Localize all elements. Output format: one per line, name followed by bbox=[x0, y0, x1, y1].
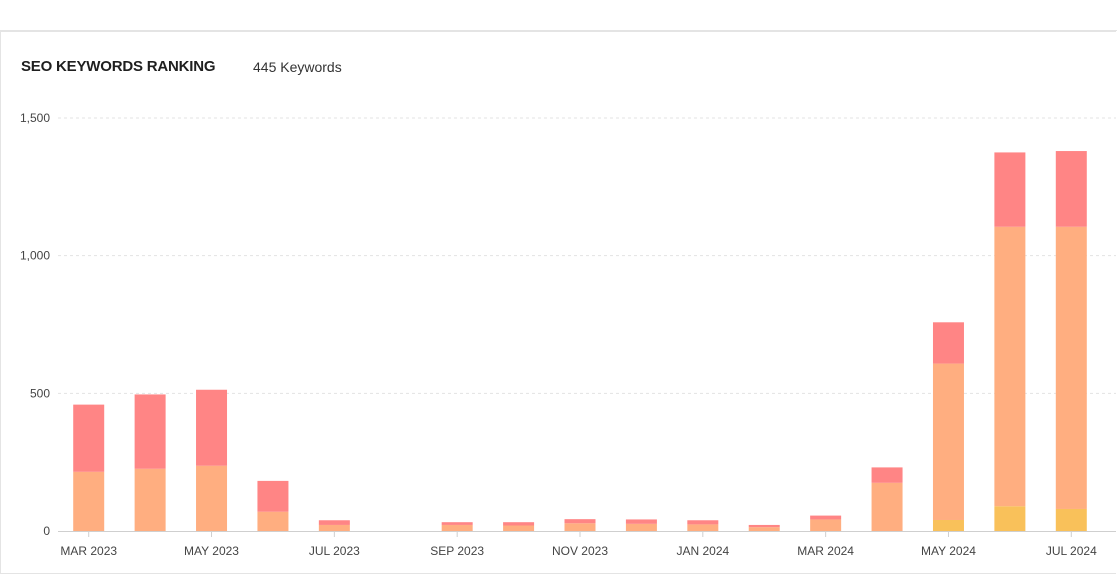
y-tick-label: 1,000 bbox=[20, 249, 50, 263]
bar-segment[interactable] bbox=[1055, 508, 1087, 531]
y-tick-label: 1,500 bbox=[20, 111, 50, 125]
bar-segment[interactable] bbox=[871, 467, 903, 483]
bar-segment[interactable] bbox=[73, 471, 105, 531]
card-title: SEO KEYWORDS RANKING bbox=[21, 58, 216, 75]
bar-segment[interactable] bbox=[625, 519, 657, 524]
bar-segment[interactable] bbox=[564, 519, 596, 524]
bar-segment[interactable] bbox=[1055, 151, 1087, 227]
x-tick-label: NOV 2023 bbox=[552, 544, 608, 558]
bar-segment[interactable] bbox=[564, 523, 596, 531]
seo-keywords-ranking-card: SEO KEYWORDS RANKING 445 Keywords bbox=[0, 31, 1116, 574]
bar-segment[interactable] bbox=[503, 522, 535, 526]
x-tick-label: SEP 2023 bbox=[430, 544, 484, 558]
bar-segment[interactable] bbox=[994, 226, 1026, 507]
bar-segment[interactable] bbox=[625, 523, 657, 531]
x-tick-label: MAR 2024 bbox=[797, 544, 854, 558]
bar-segment[interactable] bbox=[441, 522, 473, 525]
x-tick-label: JAN 2024 bbox=[676, 544, 729, 558]
top-bar bbox=[0, 0, 1117, 31]
bar-segment[interactable] bbox=[318, 524, 350, 531]
y-tick-label: 0 bbox=[43, 524, 50, 538]
bar-segment[interactable] bbox=[994, 152, 1026, 227]
x-tick-label: MAR 2023 bbox=[60, 544, 117, 558]
bar-segment[interactable] bbox=[687, 520, 719, 525]
bar-segment[interactable] bbox=[810, 515, 842, 520]
bar-segment[interactable] bbox=[73, 404, 105, 472]
bar-segment[interactable] bbox=[318, 520, 350, 525]
bar-segment[interactable] bbox=[810, 519, 842, 531]
bar-segment[interactable] bbox=[257, 480, 289, 512]
bar-segment[interactable] bbox=[932, 519, 964, 531]
bar-segment[interactable] bbox=[748, 524, 780, 528]
keyword-count: 445 Keywords bbox=[253, 59, 342, 75]
bar-segment[interactable] bbox=[503, 525, 535, 531]
bar-segment[interactable] bbox=[134, 394, 166, 469]
x-tick-label: JUL 2023 bbox=[309, 544, 360, 558]
y-tick-label: 500 bbox=[30, 386, 50, 400]
x-tick-label: MAY 2024 bbox=[921, 544, 976, 558]
bar-segment[interactable] bbox=[932, 363, 964, 520]
bar-segment[interactable] bbox=[994, 506, 1026, 531]
bar-segment[interactable] bbox=[1055, 226, 1087, 509]
bar-segment[interactable] bbox=[932, 322, 964, 364]
x-tick-label: MAY 2023 bbox=[184, 544, 239, 558]
bar-segment[interactable] bbox=[687, 524, 719, 531]
bar-segment[interactable] bbox=[196, 465, 228, 531]
bar-segment[interactable] bbox=[871, 482, 903, 531]
x-tick-label: JUL 2024 bbox=[1046, 544, 1097, 558]
bar-segment[interactable] bbox=[748, 527, 780, 531]
bar-segment[interactable] bbox=[196, 389, 228, 466]
bar-segment[interactable] bbox=[257, 511, 289, 531]
bar-segment[interactable] bbox=[134, 468, 166, 531]
bar-segment[interactable] bbox=[441, 524, 473, 531]
